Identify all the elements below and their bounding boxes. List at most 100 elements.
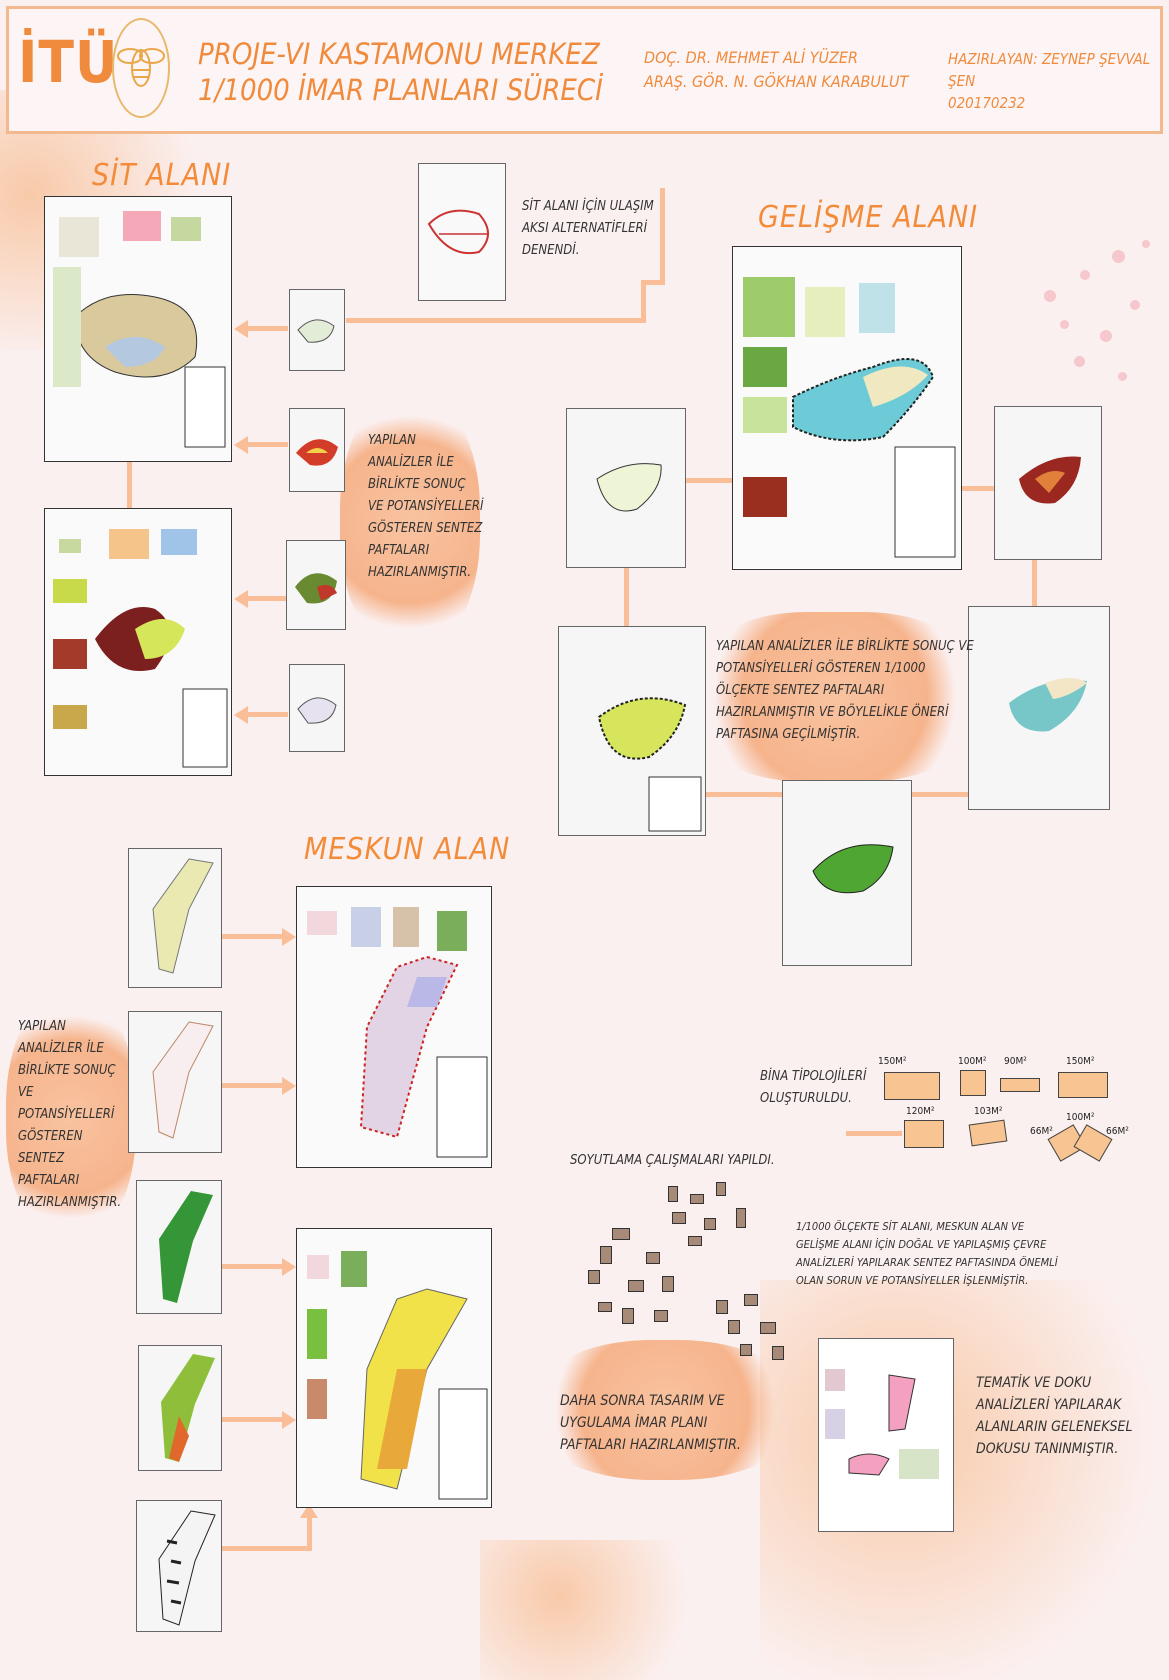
arrow-shaft [222, 1083, 282, 1088]
student-number: 020170232 [948, 94, 1026, 112]
note-bina: BİNA TİPOLOJİLERİ OLUŞTURULDU. [760, 1069, 867, 1106]
decor-dot [1044, 290, 1056, 302]
note-tematik: TEMATİK VE DOKU ANALİZLERİ YAPILARAK ALA… [976, 1375, 1133, 1457]
meskun-oneri-sheet [296, 1228, 492, 1508]
abstraction-block [598, 1302, 612, 1312]
title-line-2: 1/1000 İMAR PLANLARI SÜRECİ [198, 73, 603, 107]
meskun-thumb-3 [136, 1180, 222, 1314]
page-title: PROJE-VI KASTAMONU MERKEZ 1/1000 İMAR PL… [198, 36, 603, 108]
typo-label: 90M² [1004, 1056, 1027, 1067]
arrow-right-icon [282, 1411, 296, 1429]
abstraction-block [662, 1276, 674, 1292]
note-gelisme-analiz: YAPILAN ANALİZLER İLE BİRLİKTE SONUÇ VE … [716, 639, 974, 742]
connector-line [641, 280, 646, 323]
gelisme-sentez-1 [558, 626, 706, 836]
abstraction-block [744, 1294, 758, 1306]
building-typology [904, 1120, 944, 1148]
abstraction-block [690, 1194, 704, 1204]
decor-dot [1142, 240, 1150, 248]
text-blob [690, 612, 980, 782]
abstraction-block [736, 1208, 746, 1228]
connector-line [346, 318, 646, 323]
connector-line [962, 486, 996, 491]
arrow-left-icon [234, 320, 248, 338]
building-typology [1058, 1072, 1108, 1098]
arrow-left-icon [234, 436, 248, 454]
arrow-right-icon [282, 928, 296, 946]
arrow-left-icon [234, 706, 248, 724]
note-sit-analiz: YAPILAN ANALİZLER İLE BİRLİKTE SONUÇ VE … [368, 433, 484, 580]
decor-dot [1130, 300, 1140, 310]
text-blob [6, 992, 136, 1242]
abstraction-block [728, 1320, 740, 1334]
sit-ulasim-thumb [418, 163, 506, 301]
building-typology [960, 1070, 986, 1096]
arrow-shaft [246, 712, 288, 717]
note-sentez: 1/1000 ÖLÇEKTE SİT ALANI, MESKUN ALAN VE… [796, 1220, 1058, 1287]
typo-label: 120M² [906, 1106, 935, 1117]
arrow-shaft [246, 326, 288, 331]
meskun-sentez-sheet [296, 886, 492, 1168]
sit-thumb-2 [289, 408, 345, 492]
building-typology [884, 1072, 940, 1100]
decor-dot [1100, 330, 1112, 342]
abstraction-block [740, 1344, 752, 1356]
gelisme-oneri [782, 780, 912, 966]
abstraction-block [760, 1322, 776, 1334]
typo-label: 100M² [958, 1056, 987, 1067]
meskun-thumb-4 [138, 1345, 222, 1471]
abstraction-block [704, 1218, 716, 1230]
arrow-left-icon [234, 590, 248, 608]
abstraction-block [622, 1308, 634, 1324]
abstraction-block [600, 1246, 612, 1264]
gelisme-thumb-left [566, 408, 686, 568]
arrow-shaft [307, 1518, 312, 1551]
note-sit-ulasim: SİT ALANI İÇİN ULAŞIM AKSI ALTERNATİFLER… [522, 199, 654, 258]
author: HAZIRLAYAN: ZEYNEP ŞEVVAL ŞEN [948, 50, 1151, 90]
arrow-shaft [222, 1417, 282, 1422]
sit-sentez-sheet [44, 196, 232, 462]
gelisme-thumb-right [994, 406, 1102, 560]
decor-dot [1118, 372, 1127, 381]
text-blob [340, 392, 480, 652]
note-tasarim: DAHA SONRA TASARIM VE UYGULAMA İMAR PLAN… [560, 1393, 741, 1453]
typo-label: 100M² [1066, 1112, 1095, 1123]
gelisme-sentez-2 [968, 606, 1110, 810]
arrow-shaft [222, 1546, 312, 1551]
decor-dot [1074, 356, 1085, 367]
abstraction-block [654, 1310, 668, 1322]
arrow-shaft [222, 934, 282, 939]
abstraction-block [612, 1228, 630, 1240]
connector-line [660, 188, 665, 285]
abstraction-block [628, 1280, 644, 1292]
note-soyutlama: SOYUTLAMA ÇALIŞMALARI YAPILDI. [570, 1153, 775, 1168]
arrow-shaft [246, 596, 288, 601]
decor-dot [1080, 270, 1090, 280]
tematik-sheet [818, 1338, 954, 1532]
header [6, 6, 1163, 134]
meskun-thumb-2 [128, 1011, 222, 1153]
abstraction-block [688, 1236, 702, 1246]
typo-label: 66M² [1030, 1126, 1053, 1137]
connector-line [686, 478, 732, 483]
connector-line [912, 792, 972, 797]
bee-emblem-icon [112, 18, 170, 118]
abstraction-block [716, 1300, 728, 1314]
abstraction-block [646, 1252, 660, 1264]
decor-dot [1060, 320, 1069, 329]
arrow-right-icon [282, 1258, 296, 1276]
sit-thumb-4 [289, 664, 345, 752]
sit-analiz-sheet [44, 508, 232, 776]
typo-label: 103M² [974, 1106, 1003, 1117]
watercolor-splash [480, 1540, 740, 1680]
decor-dot [1112, 250, 1125, 263]
connector-line [624, 568, 629, 626]
sit-thumb-3 [286, 540, 346, 630]
section-title-sit: SİT ALANI [92, 158, 232, 193]
building-typology [968, 1119, 1008, 1147]
section-title-gelisme: GELİŞME ALANI [758, 200, 979, 235]
advisor-1: DOÇ. DR. MEHMET ALİ YÜZER [644, 48, 859, 67]
building-typology [1000, 1078, 1040, 1092]
sit-thumb-1 [289, 289, 345, 371]
meskun-thumb-5 [136, 1500, 222, 1632]
